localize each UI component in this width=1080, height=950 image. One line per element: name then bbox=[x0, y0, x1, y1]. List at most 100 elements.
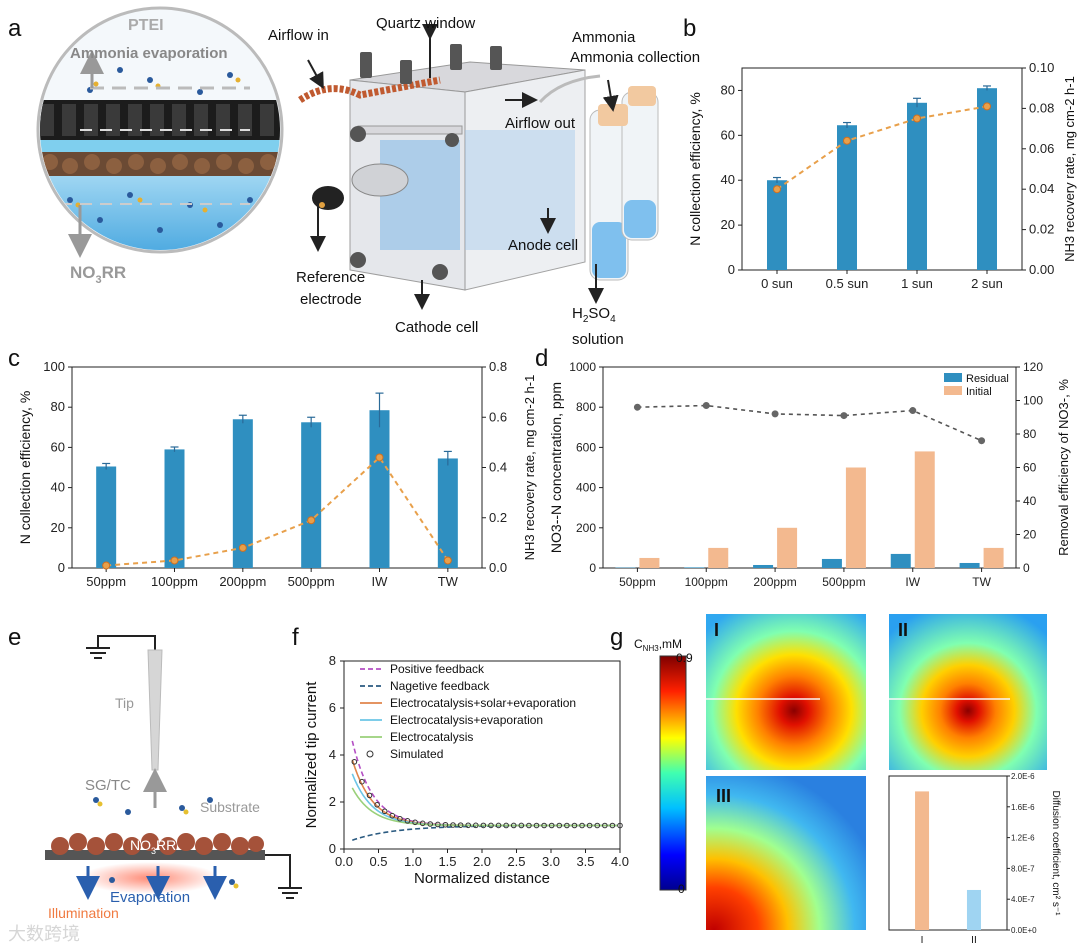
bar bbox=[837, 125, 857, 270]
bar-initial bbox=[914, 451, 935, 568]
y-tick-label: 0 bbox=[589, 561, 596, 575]
y-tick-label: 80 bbox=[51, 399, 65, 414]
simulated-point bbox=[412, 819, 418, 826]
chart-b: 0 20 40 60 80 0.00 0.02 0.04 0.06 0.08 0.10 0 sun 0.… bbox=[687, 60, 1077, 291]
panel-label-g: g bbox=[610, 624, 623, 651]
simulated-point bbox=[571, 822, 578, 829]
y2-tick-label: 0.06 bbox=[1029, 141, 1054, 156]
recovery-point bbox=[238, 543, 247, 552]
bar-residual bbox=[890, 553, 911, 568]
bar-initial bbox=[845, 467, 866, 568]
recovery-point bbox=[375, 453, 384, 462]
x-tick-label: 2.0 bbox=[473, 854, 491, 869]
heatmap-I-label: I bbox=[714, 620, 719, 640]
y-tick-label: 0.0E+0 bbox=[1011, 926, 1037, 935]
reactor bbox=[298, 24, 601, 310]
y-tick-label: 80 bbox=[721, 82, 735, 97]
removal-point bbox=[771, 410, 779, 418]
y-tick-label: 6 bbox=[329, 700, 336, 715]
x-tick-label: 200ppm bbox=[219, 574, 266, 589]
plot-frame bbox=[71, 366, 483, 569]
x-tick-label: 100ppm bbox=[685, 575, 728, 589]
y-tick-label: 600 bbox=[576, 440, 596, 454]
airflow-out-label: Airflow out bbox=[505, 115, 576, 132]
removal-point bbox=[978, 437, 986, 445]
x-tick-label: II bbox=[971, 935, 977, 946]
legend-label: Nagetive feedback bbox=[390, 679, 490, 693]
cnh3-label: CNH3,mM bbox=[634, 637, 682, 653]
bar bbox=[369, 410, 390, 568]
y2-tick-label: 0.04 bbox=[1029, 181, 1054, 196]
panel-g: CNH3,mM 0.9 0 I II III 0.0E+04.0E-78.0E-… bbox=[634, 614, 1061, 946]
y-tick-label: 800 bbox=[576, 400, 596, 414]
recovery-point bbox=[913, 114, 921, 123]
simulated-point bbox=[374, 801, 380, 808]
simulated-point bbox=[389, 812, 396, 819]
ptei-label: PTEI bbox=[128, 17, 164, 34]
x-tick-label: 0 sun bbox=[761, 276, 793, 291]
tip-probe bbox=[147, 649, 163, 771]
panel-label-c: c bbox=[8, 345, 20, 372]
x-tick-label: 2 sun bbox=[971, 276, 1003, 291]
y-tick-label: 0 bbox=[728, 262, 735, 277]
quartz-window-label: Quartz window bbox=[376, 15, 475, 32]
x-tick-label: 50ppm bbox=[619, 575, 656, 589]
bar bbox=[437, 458, 458, 568]
y-tick-label: 1000 bbox=[569, 360, 596, 374]
y2-tick-label: 100 bbox=[1023, 394, 1043, 408]
y-tick-label: 0 bbox=[329, 841, 336, 856]
simulated-point bbox=[404, 818, 411, 824]
substrate-plate bbox=[45, 850, 265, 860]
simulated-point bbox=[450, 822, 456, 828]
simulated-point bbox=[480, 822, 487, 829]
recovery-point bbox=[443, 556, 452, 565]
legend-label-residual: Residual bbox=[966, 373, 1009, 385]
bar-residual bbox=[753, 564, 774, 568]
legend-swatch-residual bbox=[944, 373, 962, 382]
simulated-point bbox=[609, 822, 616, 829]
simulated-point bbox=[488, 822, 494, 829]
bar bbox=[232, 419, 253, 568]
y2-tick-label: 40 bbox=[1023, 494, 1037, 508]
x-tick-label: 100ppm bbox=[151, 574, 198, 589]
legend-label: Simulated bbox=[390, 747, 443, 761]
y-axis-label: Normalized tip current bbox=[303, 681, 320, 829]
simulated-point bbox=[564, 822, 570, 829]
removal-point bbox=[633, 403, 641, 411]
x-tick-label: 200ppm bbox=[753, 575, 796, 589]
bar bbox=[907, 102, 927, 271]
simulated-point bbox=[526, 822, 532, 829]
cathode-cell-label: Cathode cell bbox=[395, 319, 478, 336]
bar bbox=[767, 180, 787, 270]
y2-tick-label: 0.02 bbox=[1029, 222, 1054, 237]
chart-c: 0 20 40 60 80 100 0.0 0.2 0.4 0.6 0.8 50ppm 100ppm 20… bbox=[17, 359, 537, 589]
simulated-point bbox=[427, 821, 434, 827]
substrate-label: Substrate bbox=[200, 799, 260, 815]
bar-residual bbox=[684, 567, 705, 568]
simulated-point bbox=[510, 822, 517, 829]
legend-marker bbox=[366, 750, 374, 758]
recovery-point bbox=[307, 516, 316, 525]
x-axis-label: Normalized distance bbox=[414, 870, 550, 887]
simulated-point bbox=[556, 822, 563, 829]
simulated-point bbox=[602, 822, 608, 829]
bar bbox=[301, 422, 322, 568]
y-tick-label: 20 bbox=[51, 520, 65, 535]
chart-f: 0.0 0.5 1.0 1.5 2.0 2.5 3.0 3.5 4.0 0 2 4 6 8 Normaliz… bbox=[303, 653, 629, 887]
x-tick-label: 50ppm bbox=[86, 574, 126, 589]
panel-label-a: a bbox=[8, 15, 22, 42]
simulated-point bbox=[419, 820, 426, 827]
panel-label-b: b bbox=[683, 15, 696, 42]
y-tick-label: 1.6E-6 bbox=[1011, 803, 1035, 812]
y-tick-label: 400 bbox=[576, 481, 596, 495]
y-tick-label: 60 bbox=[721, 127, 735, 142]
y-tick-label: 2 bbox=[329, 794, 336, 809]
x-tick-label: 0.5 sun bbox=[826, 276, 869, 291]
y-axis-label: NO3--N concentration, ppm bbox=[548, 382, 564, 553]
x-tick-label: 500ppm bbox=[288, 574, 335, 589]
simulated-point bbox=[548, 822, 555, 829]
y2-tick-label: 0.8 bbox=[489, 359, 507, 374]
series-line bbox=[351, 759, 618, 827]
chart-d: 0 200 400 600 800 1000 0 20 40 60 80 100 120 50ppm 100… bbox=[548, 360, 1071, 589]
simulated-point bbox=[442, 821, 449, 828]
